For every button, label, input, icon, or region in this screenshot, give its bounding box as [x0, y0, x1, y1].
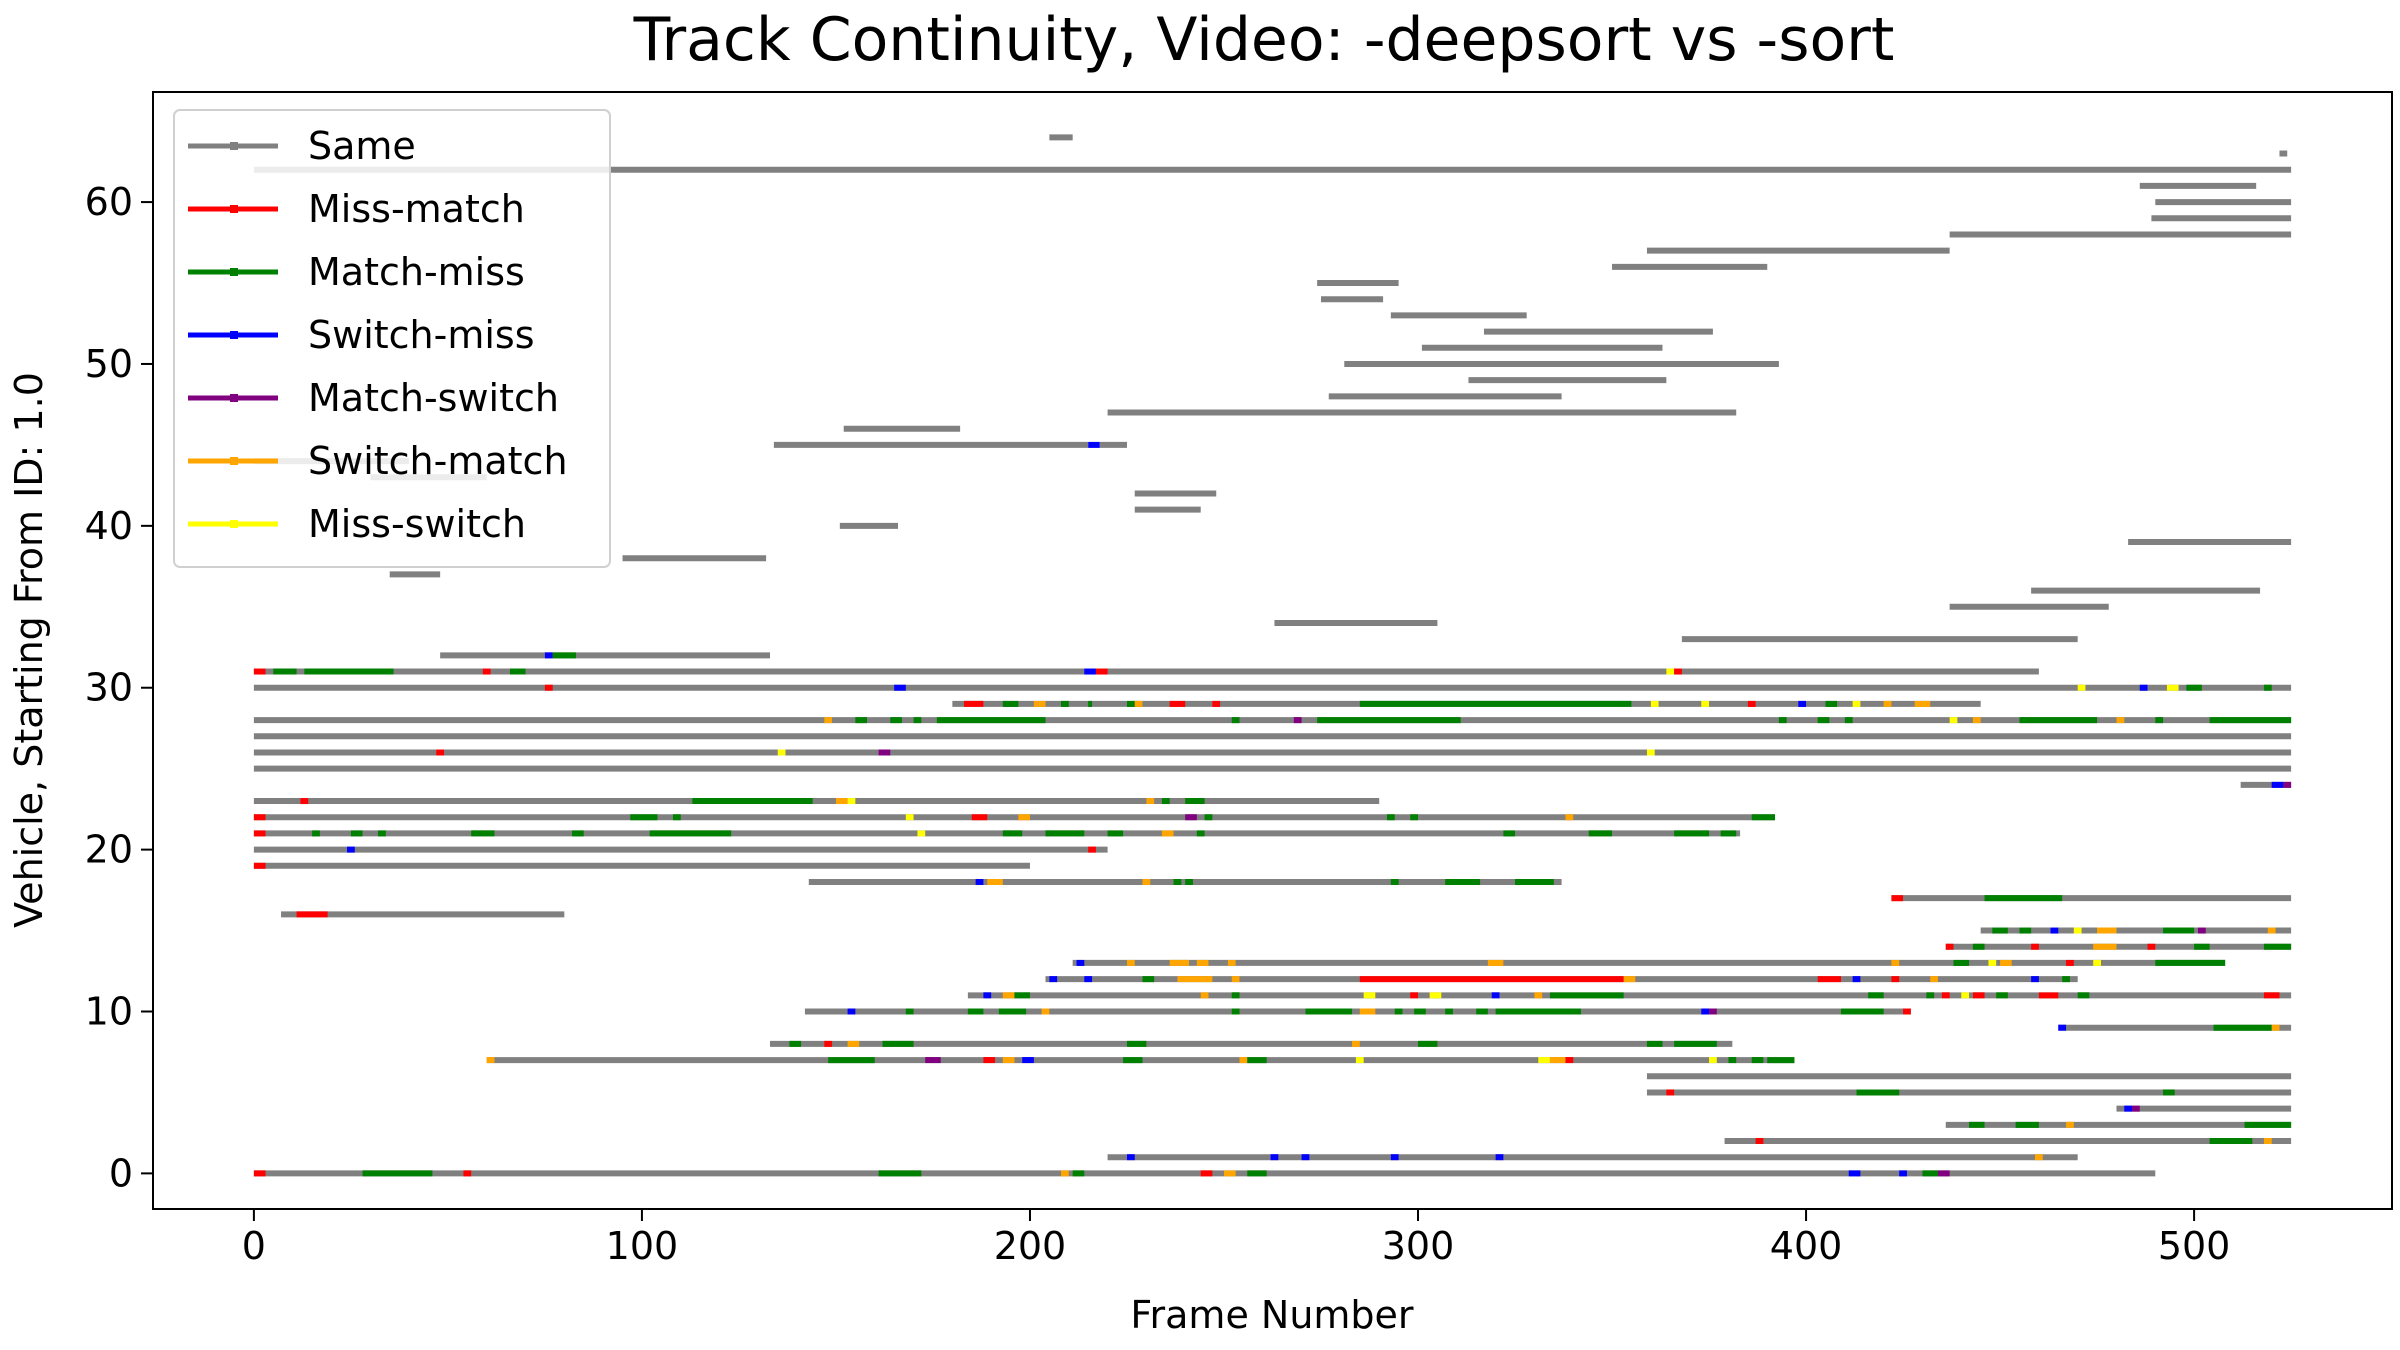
- legend-label-switch-miss: Switch-miss: [308, 313, 535, 357]
- y-axis-ticks: 0 10 20 30 40 50 60: [85, 180, 153, 1195]
- x-tick-label-400: 400: [1770, 1224, 1843, 1268]
- y-tick-label-20: 20: [85, 828, 133, 872]
- legend-box: [173, 109, 611, 568]
- legend-label-match-miss: Match-miss: [308, 250, 525, 294]
- legend-marker-switch-match: [230, 457, 238, 465]
- x-tick-label-200: 200: [994, 1224, 1067, 1268]
- legend-marker-switch-miss: [230, 331, 238, 339]
- legend-label-match-switch: Match-switch: [308, 376, 559, 420]
- legend-label-same: Same: [308, 124, 416, 168]
- legend-marker-match-switch: [230, 394, 238, 402]
- x-tick-label-100: 100: [606, 1224, 679, 1268]
- legend-label-switch-match: Switch-match: [308, 439, 568, 483]
- x-tick-label-0: 0: [242, 1224, 266, 1268]
- legend-label-miss-switch: Miss-switch: [308, 502, 526, 546]
- y-axis-label: Vehicle, Starting From ID: 1.0: [7, 372, 51, 928]
- plot-frame: [152, 91, 2393, 1210]
- legend-marker-miss-match: [230, 205, 238, 213]
- legend-marker-miss-switch: [230, 520, 238, 528]
- x-axis-label: Frame Number: [1130, 1293, 1414, 1337]
- y-tick-label-60: 60: [85, 180, 133, 224]
- y-tick-label-30: 30: [85, 666, 133, 710]
- legend-label-miss-match: Miss-match: [308, 187, 525, 231]
- x-axis-ticks: 0 100 200 300 400 500: [242, 1209, 2231, 1268]
- chart-title: Track Continuity, Video: -deepsort vs -s…: [633, 5, 1895, 75]
- x-tick-label-300: 300: [1382, 1224, 1455, 1268]
- legend: Same Miss-match Match-miss Switch-miss Match…: [173, 109, 611, 568]
- y-tick-label-40: 40: [85, 504, 133, 548]
- legend-marker-match-miss: [230, 268, 238, 276]
- y-tick-label-10: 10: [85, 990, 133, 1034]
- legend-marker-same: [230, 142, 238, 150]
- y-tick-label-50: 50: [85, 342, 133, 386]
- x-tick-label-500: 500: [2158, 1224, 2231, 1268]
- y-tick-label-0: 0: [109, 1151, 133, 1195]
